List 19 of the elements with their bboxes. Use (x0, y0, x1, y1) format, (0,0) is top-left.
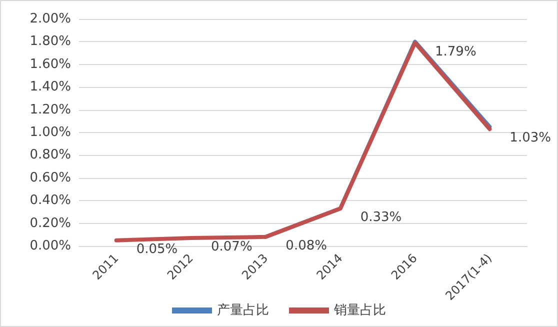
data-label: 0.33% (360, 210, 402, 226)
y-tick-label: 1.40% (30, 80, 71, 95)
y-tick-label: 1.80% (30, 34, 71, 50)
y-tick-label: 0.80% (30, 148, 71, 163)
data-label: 1.03% (510, 130, 551, 146)
y-tick-label: 0.20% (30, 216, 71, 231)
y-tick-label: 0.60% (30, 170, 71, 186)
legend-label: 产量占比 (217, 303, 269, 318)
data-label: 0.08% (286, 238, 327, 254)
y-tick-label: 2.00% (30, 12, 71, 26)
data-label: 1.79% (435, 44, 476, 60)
y-tick-label: 1.20% (30, 102, 71, 118)
legend-label: 销量占比 (333, 303, 386, 318)
data-label: 0.07% (211, 240, 252, 255)
y-tick-label: 0.40% (30, 193, 71, 208)
y-tick-label: 1.00% (30, 125, 71, 140)
data-label: 0.05% (136, 242, 178, 257)
y-tick-label: 0.00% (30, 238, 71, 254)
y-tick-label: 1.60% (30, 56, 71, 72)
